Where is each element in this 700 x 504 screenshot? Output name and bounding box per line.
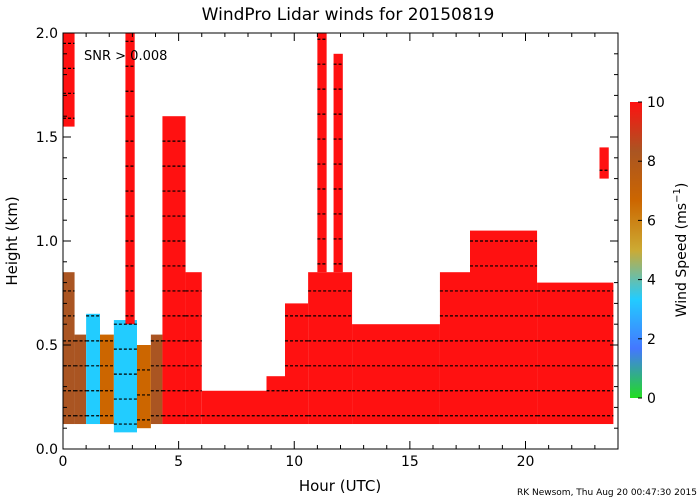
colorbar-tick-label: 10: [647, 95, 665, 111]
wind-region-10: [185, 272, 202, 425]
x-tick-label: 0: [59, 454, 68, 470]
x-tick-label: 5: [174, 454, 183, 470]
wind-region-18: [439, 272, 470, 425]
footer-credit: RK Newsom, Thu Aug 20 00:47:30 2015: [517, 488, 697, 498]
wind-region-15: [317, 33, 327, 273]
wind-region-20: [537, 282, 614, 425]
y-tick-label: 1.5: [36, 130, 58, 146]
wind-region-7: [137, 345, 151, 429]
wind-region-14: [308, 272, 353, 425]
wind-data-regions: [63, 33, 614, 433]
wind-barbs: [63, 38, 614, 425]
wind-region-17: [352, 324, 440, 425]
x-tick-label: 15: [401, 454, 419, 470]
wind-region-19: [470, 230, 538, 425]
wind-region-2: [74, 334, 87, 425]
x-axis-label: Hour (UTC): [299, 477, 381, 495]
colorbar-tick-label: 4: [647, 273, 656, 289]
chart-title: WindPro Lidar winds for 20150819: [202, 5, 495, 25]
y-tick-label: 1.0: [36, 234, 58, 250]
colorbar-label: Wind Speed (ms−1): [672, 183, 690, 318]
wind-region-9: [162, 116, 186, 425]
y-axis-label: Height (km): [3, 196, 21, 285]
colorbar: [630, 102, 642, 398]
colorbar-tick-label: 8: [647, 154, 656, 170]
wind-region-11: [201, 390, 267, 425]
colorbar-label-sup: −1: [672, 188, 683, 203]
colorbar-ticks: 0 2 4 6 8 10: [638, 95, 665, 407]
x-axis: 0 5 10 15 20: [59, 33, 596, 470]
colorbar-label-close: ): [674, 183, 690, 188]
wind-region-0: [63, 272, 75, 425]
wind-region-12: [266, 376, 285, 425]
y-tick-label: 0.5: [36, 338, 58, 354]
snr-annotation: SNR > 0.008: [84, 49, 167, 64]
wind-region-5: [113, 320, 137, 433]
wind-region-13: [285, 303, 309, 425]
wind-region-16: [333, 53, 343, 273]
wind-region-1: [63, 33, 75, 127]
colorbar-tick-label: 6: [647, 213, 656, 229]
colorbar-tick-label: 2: [647, 332, 656, 348]
wind-region-3: [86, 313, 100, 425]
colorbar-tick-label: 0: [647, 391, 656, 407]
wind-region-6: [125, 33, 135, 325]
y-tick-label: 2.0: [36, 26, 58, 42]
y-axis: 0.0 0.5 1.0 1.5 2.0: [36, 26, 618, 458]
x-tick-label: 10: [285, 454, 303, 470]
y-tick-label: 0.0: [36, 442, 58, 458]
wind-region-21: [599, 147, 609, 179]
wind-region-4: [100, 334, 114, 425]
wind-region-8: [150, 334, 163, 425]
x-tick-label: 20: [517, 454, 535, 470]
colorbar-label-main: Wind Speed (ms: [674, 203, 690, 317]
